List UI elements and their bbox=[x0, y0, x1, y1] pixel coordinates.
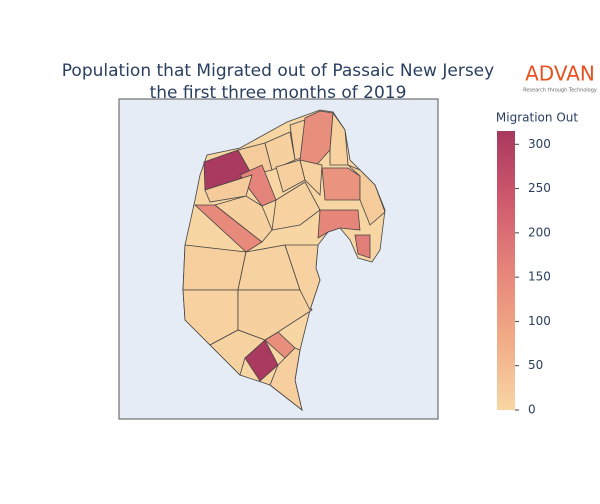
region bbox=[214, 195, 273, 243]
colorbar-tick-label: 150 bbox=[528, 270, 551, 284]
colorbar-tick-label: 300 bbox=[528, 137, 551, 151]
colorbar bbox=[497, 131, 515, 410]
region bbox=[317, 209, 361, 239]
region bbox=[269, 347, 303, 412]
region bbox=[347, 164, 386, 226]
region bbox=[209, 329, 266, 376]
chart-title: Population that Migrated out of Passaic … bbox=[62, 61, 494, 81]
region bbox=[354, 234, 371, 259]
logo-tagline: Research through Technology bbox=[523, 88, 597, 94]
region bbox=[284, 244, 321, 312]
colorbar-tick-label: 250 bbox=[528, 181, 551, 195]
chart-subtitle: the first three months of 2019 bbox=[150, 83, 407, 103]
regions bbox=[182, 110, 386, 412]
colorbar-title: Migration Out bbox=[496, 111, 578, 125]
region bbox=[321, 167, 361, 201]
colorbar-tick-label: 50 bbox=[528, 358, 543, 372]
region bbox=[299, 159, 323, 196]
colorbar-tick-label: 0 bbox=[528, 403, 536, 417]
colorbar-tick-label: 200 bbox=[528, 225, 551, 239]
region bbox=[271, 181, 321, 231]
region bbox=[329, 111, 349, 166]
colorbar-tick-label: 100 bbox=[528, 314, 551, 328]
region bbox=[182, 244, 247, 291]
logo: ADVAN bbox=[525, 62, 595, 86]
